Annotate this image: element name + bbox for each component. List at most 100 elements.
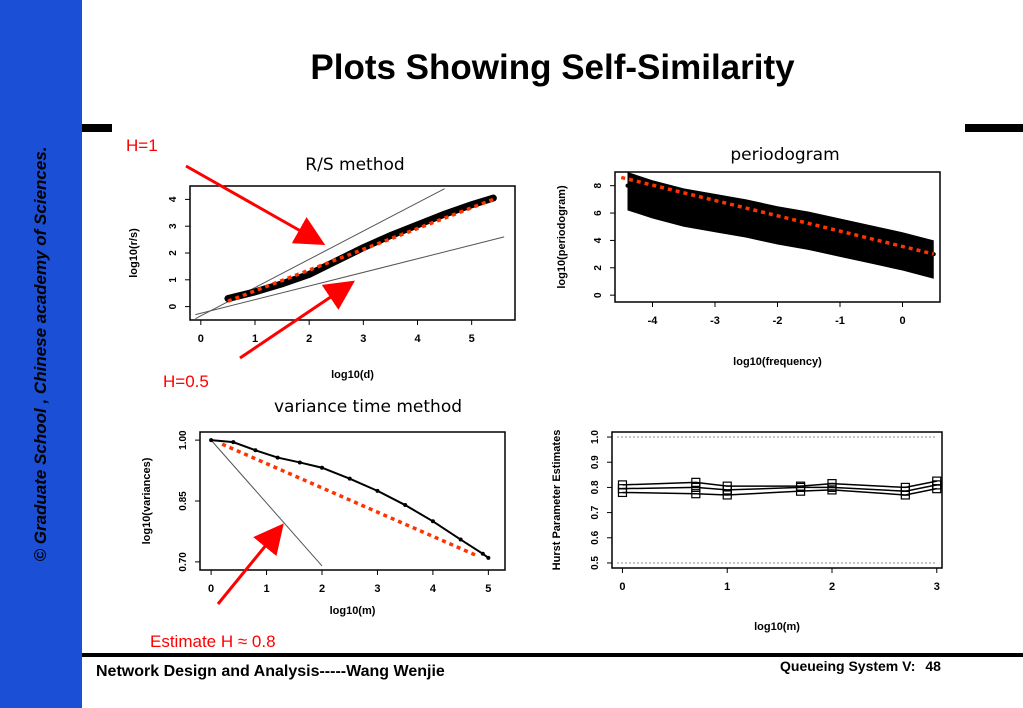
x-tick-label: -2 bbox=[773, 315, 783, 327]
data-cloud bbox=[627, 172, 934, 279]
annotation-h1: H=1 bbox=[126, 136, 158, 155]
x-tick-label: 0 bbox=[619, 581, 625, 593]
x-tick-label: 2 bbox=[306, 333, 312, 345]
y-tick-label: 2 bbox=[168, 250, 179, 256]
right-rule bbox=[965, 124, 1023, 132]
fit-line bbox=[620, 175, 935, 256]
x-tick-label: 0 bbox=[208, 583, 214, 595]
y-axis-label: log10(periodogram) bbox=[556, 185, 568, 289]
data-point bbox=[625, 183, 630, 188]
plot-frame bbox=[611, 431, 943, 569]
hurst-point bbox=[722, 485, 732, 495]
x-tick-label: 2 bbox=[319, 583, 325, 595]
reference-line bbox=[195, 236, 505, 316]
x-axis-label: log10(frequency) bbox=[733, 356, 822, 368]
chart-title: R/S method bbox=[305, 155, 404, 175]
hurst-series-line bbox=[622, 487, 937, 496]
hurst-estimates-chart: 0 1 2 3 0.5 0.6 0.7 0.8 0.9 1.0 log10(m) Hurst Para… bbox=[551, 430, 943, 633]
data-point bbox=[297, 460, 302, 465]
annotation-arrows bbox=[185, 164, 355, 605]
x-tick-label: -1 bbox=[835, 315, 845, 327]
y-tick-label: 4 bbox=[168, 196, 179, 202]
annotation-estimate: Estimate H ≈ 0.8 bbox=[150, 632, 276, 651]
x-tick-label: 4 bbox=[414, 333, 421, 345]
x-tick-label: 0 bbox=[899, 315, 905, 327]
x-tick-label: 5 bbox=[469, 333, 475, 345]
annotation-h05: H=0.5 bbox=[163, 372, 209, 391]
x-tick-label: 3 bbox=[374, 583, 380, 595]
rs-method-chart: R/S method 0 1 2 3 4 5 0 1 2 3 4 log10(d) log10(r/s) bbox=[128, 155, 516, 381]
annotation-arrow bbox=[185, 164, 326, 245]
x-tick-label: 3 bbox=[934, 581, 940, 593]
footer-section: Queueing System V: 48 bbox=[780, 658, 941, 674]
x-axis-label: log10(d) bbox=[331, 369, 374, 381]
hurst-series-line bbox=[622, 480, 937, 489]
data-point bbox=[209, 438, 214, 443]
y-tick-label: 0 bbox=[593, 292, 604, 298]
y-tick-label: 1 bbox=[168, 277, 179, 283]
y-tick-label: 0 bbox=[168, 303, 179, 309]
y-tick-label: 2 bbox=[593, 265, 604, 271]
left-rule bbox=[82, 124, 112, 132]
y-tick-label: 8 bbox=[593, 182, 604, 188]
y-tick-label: 0.5 bbox=[590, 556, 601, 570]
y-tick-label: 1.00 bbox=[178, 430, 189, 450]
data-point bbox=[347, 476, 352, 481]
hurst-point bbox=[691, 489, 701, 499]
x-tick-label: 1 bbox=[263, 583, 269, 595]
y-tick-label: 0.85 bbox=[178, 491, 189, 511]
y-tick-label: 6 bbox=[593, 210, 604, 216]
data-point bbox=[320, 465, 324, 470]
data-point bbox=[486, 555, 491, 560]
data-point bbox=[430, 519, 435, 524]
x-tick-label: 3 bbox=[360, 333, 366, 345]
slide-title: Plots Showing Self-Similarity bbox=[310, 48, 795, 87]
data-point bbox=[713, 205, 717, 210]
sidebar: © Graduate School , Chinese academy of S… bbox=[0, 0, 82, 708]
x-tick-label: 2 bbox=[829, 581, 835, 593]
y-tick-label: 0.7 bbox=[590, 505, 601, 519]
variance-time-chart: variance time method 0 1 2 3 4 5 0.70 0.85 1.00 lo… bbox=[141, 397, 506, 617]
annotation-arrow bbox=[216, 523, 284, 605]
data-point bbox=[744, 211, 749, 216]
data-point bbox=[253, 448, 258, 453]
hurst-point bbox=[691, 477, 701, 487]
data-point bbox=[415, 222, 420, 227]
hurst-point bbox=[827, 485, 837, 495]
x-tick-label: -3 bbox=[710, 315, 720, 327]
data-point bbox=[280, 281, 285, 286]
y-axis-label: log10(variances) bbox=[141, 457, 153, 544]
y-tick-label: 0.8 bbox=[590, 480, 601, 494]
hurst-point bbox=[722, 490, 732, 500]
hurst-point bbox=[932, 484, 942, 494]
y-tick-label: 3 bbox=[168, 223, 179, 229]
x-tick-label: 1 bbox=[724, 581, 730, 593]
x-axis-label: log10(m) bbox=[330, 605, 376, 617]
y-axis-label: log10(r/s) bbox=[128, 228, 140, 278]
annotation-arrow bbox=[239, 280, 355, 360]
chart-title: variance time method bbox=[274, 397, 462, 417]
periodogram-chart: periodogram -4 -3 -2 -1 0 0 2 4 6 8 log10(frequency… bbox=[556, 145, 941, 368]
y-tick-label: 1.0 bbox=[590, 430, 601, 444]
footer-course: Network Design and Analysis-----Wang Wen… bbox=[96, 663, 445, 680]
chart-title: periodogram bbox=[730, 145, 839, 165]
x-tick-label: 0 bbox=[198, 333, 204, 345]
data-point bbox=[650, 191, 655, 196]
data-point bbox=[403, 503, 408, 508]
x-tick-label: 4 bbox=[430, 583, 437, 595]
data-point bbox=[681, 200, 686, 205]
x-tick-label: -4 bbox=[648, 315, 659, 327]
footer-rule bbox=[82, 653, 1023, 657]
footer-section-label: Queueing System V: bbox=[780, 658, 916, 674]
x-tick-label: 1 bbox=[252, 333, 258, 345]
data-point bbox=[775, 217, 780, 222]
y-axis-label: Hurst Parameter Estimates bbox=[551, 430, 563, 571]
data-point bbox=[388, 233, 393, 238]
reference-line bbox=[210, 439, 323, 567]
data-point bbox=[469, 202, 474, 207]
y-tick-label: 0.70 bbox=[178, 552, 189, 572]
data-point bbox=[231, 440, 236, 445]
y-tick-label: 4 bbox=[593, 237, 604, 243]
data-point bbox=[480, 551, 485, 556]
